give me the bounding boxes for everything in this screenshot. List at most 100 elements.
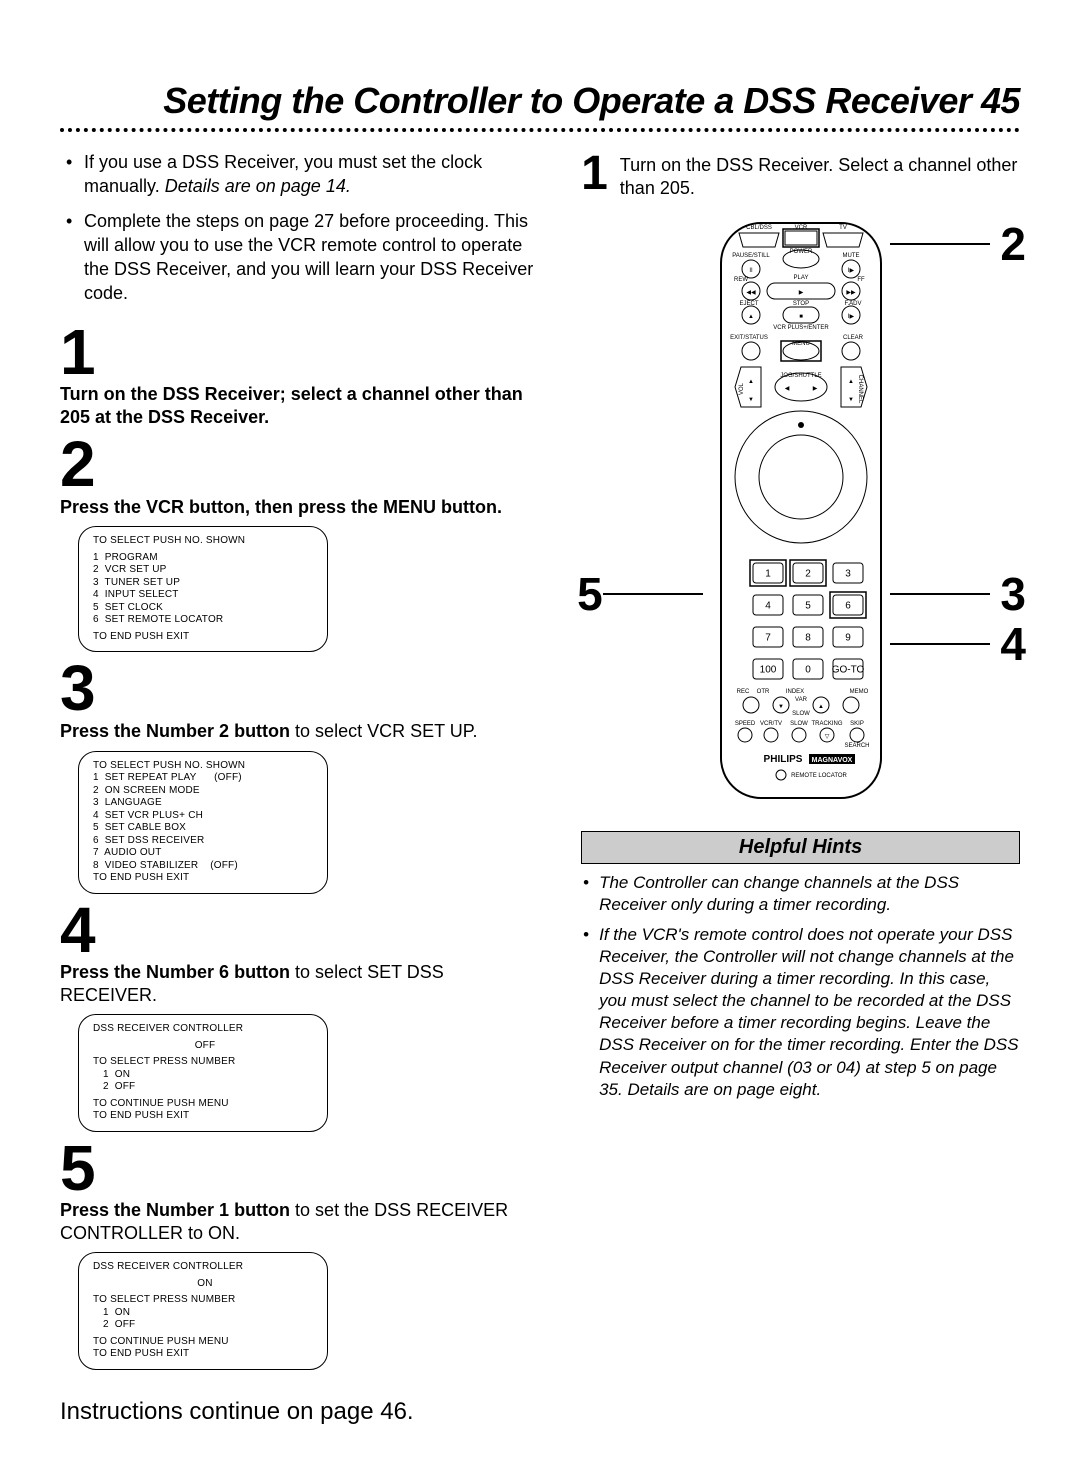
screen-line: 1 SET REPEAT PLAY (OFF) bbox=[93, 772, 317, 785]
step-number: 5 bbox=[60, 1140, 545, 1198]
step-text: Press the Number 1 button to set the DSS… bbox=[60, 1199, 545, 1244]
screen-line: 1 ON bbox=[93, 1307, 317, 1320]
screen-line: 2 ON SCREEN MODE bbox=[93, 785, 317, 798]
intro-bullet: If you use a DSS Receiver, you must set … bbox=[64, 150, 545, 199]
callout-3: 3 bbox=[1000, 567, 1026, 621]
screen-line: TO SELECT PRESS NUMBER bbox=[93, 1056, 317, 1069]
page-number: 45 bbox=[981, 80, 1020, 121]
svg-text:▲: ▲ bbox=[748, 314, 754, 320]
screen-line: TO END PUSH EXIT bbox=[93, 872, 317, 885]
keypad-label: 5 bbox=[805, 600, 811, 611]
svg-text:VAR: VAR bbox=[795, 697, 808, 703]
svg-text:REC: REC bbox=[736, 689, 749, 695]
svg-text:▶: ▶ bbox=[798, 290, 803, 296]
screen-line: TO CONTINUE PUSH MENU bbox=[93, 1098, 317, 1111]
screen-line: TO SELECT PUSH NO. SHOWN bbox=[93, 535, 317, 548]
screen-line: 8 VIDEO STABILIZER (OFF) bbox=[93, 860, 317, 873]
screen-line: TO SELECT PUSH NO. SHOWN bbox=[93, 760, 317, 773]
screen-dss-off: DSS RECEIVER CONTROLLER OFF TO SELECT PR… bbox=[78, 1014, 328, 1132]
leader-line bbox=[890, 593, 990, 595]
callout-5: 5 bbox=[577, 567, 603, 621]
svg-text:JOG/SHUTTLE: JOG/SHUTTLE bbox=[780, 373, 821, 379]
svg-text:PHILIPS: PHILIPS bbox=[763, 754, 802, 765]
svg-text:SLOW: SLOW bbox=[790, 721, 808, 727]
screen-line: ON bbox=[93, 1278, 317, 1291]
svg-text:STOP: STOP bbox=[792, 301, 808, 307]
screen-line: OFF bbox=[93, 1040, 317, 1053]
svg-text:▲: ▲ bbox=[748, 379, 754, 385]
screen-line: 2 OFF bbox=[93, 1319, 317, 1332]
screen-line: 2 VCR SET UP bbox=[93, 564, 317, 577]
step-bold: Turn on the DSS Receiver; select a chann… bbox=[60, 384, 523, 427]
svg-text:MEMO: MEMO bbox=[849, 689, 868, 695]
svg-text:MAGNAVOX: MAGNAVOX bbox=[811, 757, 852, 764]
intro-bullet-text: Complete the steps on page 27 before pro… bbox=[84, 211, 533, 304]
step-bold: Press the Number 1 button bbox=[60, 1200, 290, 1220]
svg-text:II: II bbox=[749, 268, 753, 274]
screen-line: TO CONTINUE PUSH MENU bbox=[93, 1336, 317, 1349]
remote-svg: .lbl{font:6px Arial;fill:#000} .lblc{fon… bbox=[671, 217, 931, 807]
keypad-label: 4 bbox=[765, 600, 771, 611]
svg-text:REMOTE LOCATOR: REMOTE LOCATOR bbox=[791, 773, 847, 779]
keypad-label: 3 bbox=[845, 568, 851, 579]
title-text: Setting the Controller to Operate a DSS … bbox=[163, 80, 971, 121]
svg-text:◀◀: ◀◀ bbox=[746, 290, 756, 296]
svg-text:VCR PLUS+/ENTER: VCR PLUS+/ENTER bbox=[773, 325, 829, 331]
svg-text:POWER: POWER bbox=[789, 249, 812, 255]
svg-text:PLAY: PLAY bbox=[793, 275, 808, 281]
screen-line: 4 SET VCR PLUS+ CH bbox=[93, 810, 317, 823]
svg-text:MENU: MENU bbox=[792, 341, 810, 347]
keypad-label: GO-TO bbox=[831, 664, 864, 675]
leader-line bbox=[890, 643, 990, 645]
screen-vcrsetup: TO SELECT PUSH NO. SHOWN 1 SET REPEAT PL… bbox=[78, 751, 328, 894]
svg-text:▽: ▽ bbox=[824, 734, 829, 740]
keypad-label: 0 bbox=[805, 664, 811, 675]
step-text: Turn on the DSS Receiver; select a chann… bbox=[60, 383, 545, 428]
svg-text:INDEX: INDEX bbox=[785, 689, 803, 695]
step-bold: Press the Number 6 button bbox=[60, 962, 290, 982]
svg-text:F.ADV: F.ADV bbox=[844, 301, 861, 307]
step-tail: to select VCR SET UP. bbox=[290, 721, 477, 741]
step-number: 2 bbox=[60, 436, 545, 494]
keypad-label: 1 bbox=[765, 568, 771, 579]
hint-item: If the VCR's remote control does not ope… bbox=[581, 924, 1020, 1101]
right-step-1: 1 Turn on the DSS Receiver. Select a cha… bbox=[581, 150, 1020, 201]
screen-line: TO END PUSH EXIT bbox=[93, 1348, 317, 1361]
callout-2: 2 bbox=[1000, 217, 1026, 271]
intro-bullet: Complete the steps on page 27 before pro… bbox=[64, 209, 545, 306]
svg-text:▲: ▲ bbox=[818, 704, 824, 710]
leader-line bbox=[603, 593, 703, 595]
screen-line: TO END PUSH EXIT bbox=[93, 1110, 317, 1123]
svg-text:SEARCH: SEARCH bbox=[844, 743, 869, 749]
hint-item: The Controller can change channels at th… bbox=[581, 872, 1020, 916]
svg-text:▶▶: ▶▶ bbox=[846, 290, 856, 296]
svg-text:OTR: OTR bbox=[756, 689, 769, 695]
screen-line: 4 INPUT SELECT bbox=[93, 589, 317, 602]
svg-text:EJECT: EJECT bbox=[739, 301, 758, 307]
screen-line: TO SELECT PRESS NUMBER bbox=[93, 1294, 317, 1307]
svg-text:CBL/DSS: CBL/DSS bbox=[746, 225, 772, 231]
page-title: Setting the Controller to Operate a DSS … bbox=[60, 80, 1020, 122]
callout-4: 4 bbox=[1000, 617, 1026, 671]
keypad-label: 8 bbox=[805, 632, 811, 643]
svg-text:SKIP: SKIP bbox=[850, 721, 864, 727]
screen-line: 7 AUDIO OUT bbox=[93, 847, 317, 860]
svg-text:VCR/TV: VCR/TV bbox=[760, 721, 782, 727]
screen-dss-on: DSS RECEIVER CONTROLLER ON TO SELECT PRE… bbox=[78, 1252, 328, 1370]
screen-line: 3 TUNER SET UP bbox=[93, 577, 317, 590]
keypad-label: 100 bbox=[759, 664, 776, 675]
svg-text:▼: ▼ bbox=[778, 704, 784, 710]
screen-line: 1 PROGRAM bbox=[93, 552, 317, 565]
left-column: If you use a DSS Receiver, you must set … bbox=[60, 150, 545, 1426]
hints-list: The Controller can change channels at th… bbox=[581, 872, 1020, 1101]
hints-header: Helpful Hints bbox=[581, 831, 1020, 864]
svg-text:FF: FF bbox=[857, 277, 865, 283]
screen-line: 3 LANGUAGE bbox=[93, 797, 317, 810]
screen-line: 5 SET CABLE BOX bbox=[93, 822, 317, 835]
svg-text:■: ■ bbox=[799, 314, 803, 320]
screen-menu: TO SELECT PUSH NO. SHOWN 1 PROGRAM 2 VCR… bbox=[78, 526, 328, 652]
screen-line: 6 SET DSS RECEIVER bbox=[93, 835, 317, 848]
svg-text:SPEED: SPEED bbox=[734, 721, 755, 727]
svg-text:I▶: I▶ bbox=[847, 314, 854, 320]
right-step-number: 1 bbox=[581, 150, 608, 198]
